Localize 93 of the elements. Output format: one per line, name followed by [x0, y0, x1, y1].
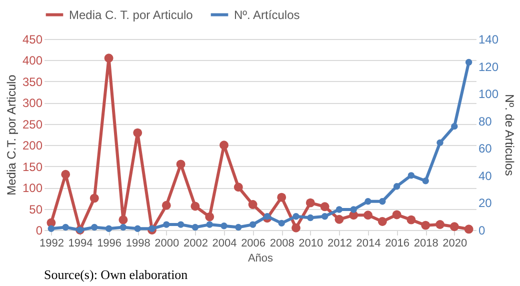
point	[264, 213, 271, 220]
point	[163, 221, 170, 228]
point	[206, 221, 213, 228]
point	[321, 213, 328, 220]
x-tick-label: 2018	[414, 238, 438, 250]
legend-label: Media C. T. por Articulo	[69, 8, 194, 22]
point	[278, 220, 285, 227]
x-tick-label: 2012	[327, 238, 352, 250]
point	[235, 224, 242, 231]
x-tick-label: 2020	[442, 238, 468, 250]
point	[408, 172, 415, 179]
y-tick-label: 300	[22, 96, 43, 110]
point	[120, 224, 127, 231]
point	[162, 200, 171, 210]
x-tick-label: 2016	[385, 238, 410, 250]
point	[450, 222, 459, 232]
point	[105, 225, 112, 232]
point	[379, 198, 386, 205]
y2-tick-label: 120	[478, 60, 499, 74]
point	[364, 198, 372, 205]
y-tick-label: 250	[22, 117, 43, 132]
y-tick-label: 350	[22, 74, 43, 89]
point	[334, 214, 344, 224]
point	[133, 128, 142, 138]
x-tick-label: 2008	[270, 238, 294, 250]
y2-tick-label: 20	[478, 196, 492, 210]
y2-tick-label: 140	[478, 32, 499, 46]
y2-tick-label: 0	[478, 224, 486, 238]
point	[134, 225, 141, 232]
point	[176, 160, 186, 169]
y-tick-label: 450	[22, 32, 43, 46]
point	[248, 200, 258, 209]
y-tick-label: 150	[22, 160, 43, 174]
point	[292, 223, 300, 232]
x-tick-label: 2004	[212, 238, 237, 250]
legend-label: Nº. Artículos	[234, 8, 300, 22]
point	[91, 224, 98, 231]
point	[220, 222, 228, 230]
x-axis-title: Años	[248, 252, 274, 264]
point	[436, 220, 444, 229]
y2-tick-label: 40	[478, 168, 492, 183]
y2-tick-label: 60	[478, 142, 492, 156]
x-tick-label: 2010	[298, 238, 324, 250]
point	[277, 192, 286, 202]
point	[61, 170, 70, 179]
point	[118, 215, 128, 224]
point	[234, 182, 243, 192]
point	[364, 210, 372, 220]
point	[406, 215, 416, 224]
y-tick-label: 400	[22, 54, 43, 68]
x-tick-label: 2000	[154, 238, 180, 250]
y-tick-label: 100	[22, 181, 43, 196]
point	[306, 198, 315, 208]
y2-tick-label: 100	[478, 87, 499, 102]
point	[350, 206, 357, 213]
point	[249, 221, 256, 228]
point	[62, 224, 69, 231]
x-tick-label: 2014	[356, 238, 381, 250]
x-tick-label: 1998	[126, 238, 150, 250]
y-axis-title: Media C.T. por Articulo	[4, 74, 18, 196]
point	[190, 202, 200, 211]
point	[436, 139, 444, 146]
point	[422, 178, 429, 184]
source-note: Source(s): Own elaboration	[44, 267, 188, 282]
x-tick-label: 2006	[241, 238, 266, 250]
point	[220, 140, 228, 150]
point	[451, 122, 458, 130]
point	[421, 220, 430, 230]
point	[464, 224, 474, 234]
point	[292, 213, 300, 220]
point	[90, 194, 99, 203]
point	[378, 217, 387, 226]
x-tick-label: 2002	[183, 238, 208, 250]
y2-axis-title: Nº. de Articulos	[502, 94, 517, 176]
x-tick-label: 1996	[97, 238, 122, 250]
point	[205, 212, 214, 222]
point	[192, 224, 199, 231]
point	[392, 210, 402, 220]
y-tick-label: 200	[22, 138, 43, 153]
point	[148, 225, 156, 232]
point	[465, 58, 472, 66]
point	[320, 202, 330, 212]
y-tick-label: 0	[36, 224, 43, 238]
point	[48, 225, 55, 232]
point	[177, 221, 184, 228]
point	[307, 214, 314, 222]
y2-tick-label: 80	[478, 114, 492, 128]
x-tick-label: 1994	[68, 238, 93, 250]
y-tick-label: 50	[29, 202, 43, 216]
point	[104, 54, 114, 63]
point	[393, 182, 400, 190]
x-tick-label: 1992	[39, 238, 64, 250]
point	[336, 206, 343, 213]
